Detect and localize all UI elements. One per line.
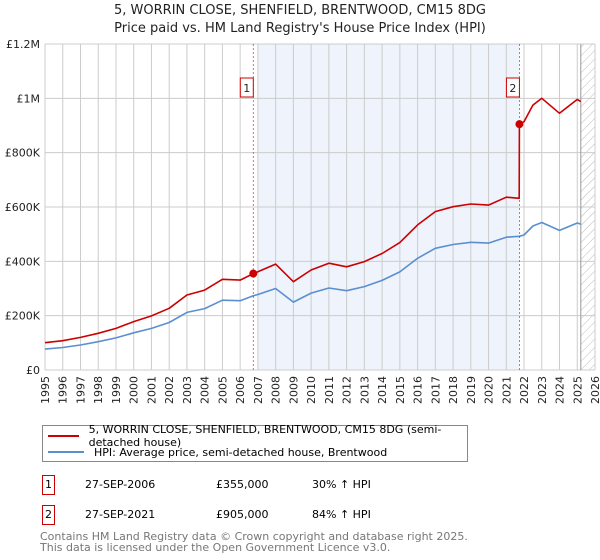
- x-tick-label: 2007: [252, 376, 265, 404]
- sale-hpi-change: 84% ↑ HPI: [312, 508, 371, 521]
- price-chart: 1995 1996 1997 1998 1999 2000 2001 2002 2003 2004…: [5, 38, 600, 404]
- y-tick-label: £0: [26, 364, 40, 377]
- y-tick-label: £400K: [5, 255, 41, 268]
- x-tick-label: 2016: [412, 376, 425, 404]
- legend-hpi-label: HPI: Average price, semi-detached house,…: [94, 445, 388, 459]
- sale-date: 27-SEP-2021: [85, 508, 156, 521]
- sale-label-box: [505, 77, 520, 98]
- hpi-line: [44, 221, 582, 350]
- x-tick-label: 2000: [128, 376, 141, 404]
- sale-point: [515, 120, 524, 129]
- footer-copyright: Contains HM Land Registry data © Crown c…: [40, 530, 468, 543]
- sale-number-badge: 1: [42, 475, 55, 495]
- x-tick-label: 2014: [376, 376, 389, 404]
- x-tick-label: 2001: [145, 376, 158, 404]
- legend-hpi-swatch: [48, 451, 84, 453]
- x-tick-label: 2023: [536, 376, 549, 404]
- sale-price: £355,000: [216, 478, 269, 491]
- x-tick-label: 2003: [181, 376, 194, 404]
- x-tick-label: 1996: [57, 376, 70, 404]
- sale-label-box: [239, 77, 254, 98]
- x-tick-label: 2009: [287, 376, 300, 404]
- chart-subtitle: Price paid vs. HM Land Registry's House …: [114, 21, 486, 36]
- sale-price: £905,000: [216, 508, 269, 521]
- sale-hpi-change: 30% ↑ HPI: [312, 478, 371, 491]
- x-tick-label: 2019: [465, 376, 478, 404]
- x-tick-label: 2017: [429, 376, 442, 404]
- sale-label: 2: [509, 82, 516, 95]
- x-tick-label: 2025: [571, 376, 584, 404]
- x-tick-label: 1997: [74, 376, 87, 404]
- x-tick-label: 2024: [554, 376, 567, 404]
- x-tick-label: 2006: [234, 376, 247, 404]
- x-tick-label: 2015: [394, 376, 407, 404]
- sale-label: 1: [243, 82, 250, 95]
- legend-property-label: 5, WORRIN CLOSE, SHENFIELD, BRENTWOOD, C…: [88, 423, 442, 449]
- legend-property-swatch: [48, 435, 79, 437]
- chart-title: 5, WORRIN CLOSE, SHENFIELD, BRENTWOOD, C…: [114, 3, 486, 18]
- footer-licence: This data is licensed under the Open Gov…: [40, 541, 391, 554]
- x-tick-label: 1999: [110, 376, 123, 404]
- x-tick-label: 2020: [483, 376, 496, 404]
- sale-date: 27-SEP-2006: [85, 478, 156, 491]
- x-tick-label: 2005: [216, 376, 229, 404]
- x-tick-label: 2004: [199, 376, 212, 404]
- y-tick-label: £600K: [5, 201, 41, 214]
- sale-point: [249, 269, 258, 278]
- x-tick-label: 2022: [518, 376, 531, 404]
- y-tick-label: £200K: [5, 310, 41, 323]
- x-tick-label: 2012: [341, 376, 354, 404]
- y-tick-label: £800K: [5, 147, 41, 160]
- x-tick-label: 2013: [358, 376, 371, 404]
- y-tick-label: £1M: [17, 92, 41, 105]
- legend: 5, WORRIN CLOSE, SHENFIELD, BRENTWOOD, C…: [42, 423, 468, 462]
- x-tick-label: 2010: [305, 376, 318, 404]
- x-tick-label: 1995: [39, 376, 52, 404]
- x-tick-label: 2011: [323, 376, 336, 404]
- x-tick-label: 2002: [163, 376, 176, 404]
- x-tick-label: 2026: [589, 376, 600, 404]
- sale-number-badge: 2: [42, 505, 55, 525]
- x-tick-label: 2008: [270, 376, 283, 404]
- y-tick-label: £1.2M: [6, 38, 40, 51]
- x-tick-label: 2018: [447, 376, 460, 404]
- x-tick-label: 1998: [92, 376, 105, 404]
- x-tick-label: 2021: [500, 376, 513, 404]
